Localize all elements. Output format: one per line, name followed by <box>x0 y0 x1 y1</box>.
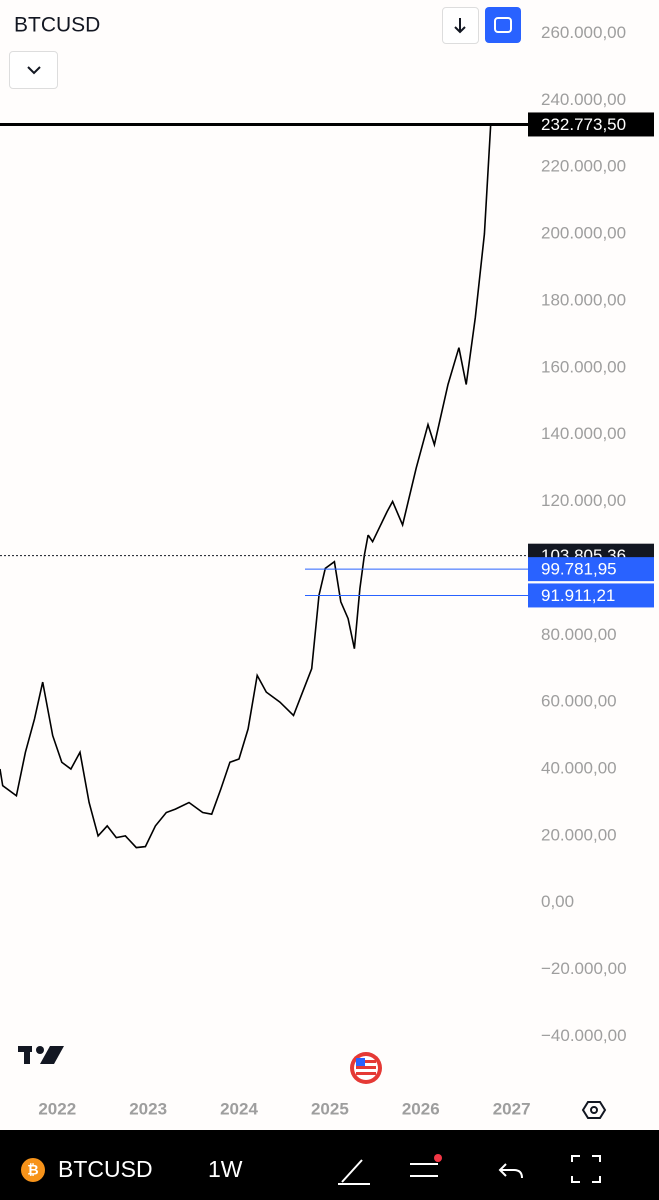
y-tick-label: 160.000,00 <box>541 357 626 376</box>
price-label: 91.911,21 <box>541 586 615 605</box>
y-tick-label: 80.000,00 <box>541 625 617 644</box>
price-label: 232.773,50 <box>541 115 626 134</box>
y-tick-label: 200.000,00 <box>541 224 626 243</box>
x-tick-label: 2023 <box>129 1099 167 1118</box>
dropdown-button[interactable] <box>9 51 58 89</box>
price-label: 99.781,95 <box>541 560 617 579</box>
chart-title: BTCUSD <box>14 14 100 37</box>
svg-text:₿: ₿ <box>27 1162 38 1178</box>
y-tick-label: −20.000,00 <box>541 959 627 978</box>
logo <box>18 1046 64 1064</box>
y-tick-label: 180.000,00 <box>541 290 626 309</box>
symbol[interactable]: BTCUSD <box>58 1156 153 1182</box>
y-tick-label: 240.000,00 <box>541 90 626 109</box>
bottom-toolbar: ₿ BTCUSD 1W <box>0 1130 659 1200</box>
flag-icon <box>350 1052 382 1084</box>
price-line <box>0 534 369 849</box>
download-button[interactable] <box>442 7 479 44</box>
price-label-bg <box>528 112 654 137</box>
y-tick-label: −40.000,00 <box>541 1026 627 1045</box>
chart: BTCUSD −40.000,00 −20.000,00 0,00 20.000,00… <box>0 14 654 1119</box>
y-tick-label: 0,00 <box>541 892 574 911</box>
x-tick-label: 2027 <box>493 1099 531 1118</box>
y-tick-label: 20.000,00 <box>541 825 617 844</box>
fullscreen-button[interactable] <box>485 7 521 43</box>
price-line <box>367 124 492 544</box>
y-tick-label: 120.000,00 <box>541 491 626 510</box>
x-tick-label: 2024 <box>220 1099 258 1118</box>
y-tick-label: 220.000,00 <box>541 157 626 176</box>
plot <box>0 124 492 849</box>
price-label-bg <box>528 583 654 608</box>
price-label-bg <box>528 557 654 582</box>
x-tick-label: 2025 <box>311 1099 349 1118</box>
settings-icon[interactable] <box>581 1101 607 1119</box>
y-tick-label: 140.000,00 <box>541 424 626 443</box>
y-tick-label: 60.000,00 <box>541 692 617 711</box>
x-tick-label: 2022 <box>38 1099 76 1118</box>
y-tick-label: 260.000,00 <box>541 23 626 42</box>
interval[interactable]: 1W <box>208 1156 243 1182</box>
y-tick-label: 40.000,00 <box>541 759 617 778</box>
x-tick-label: 2026 <box>402 1099 440 1118</box>
